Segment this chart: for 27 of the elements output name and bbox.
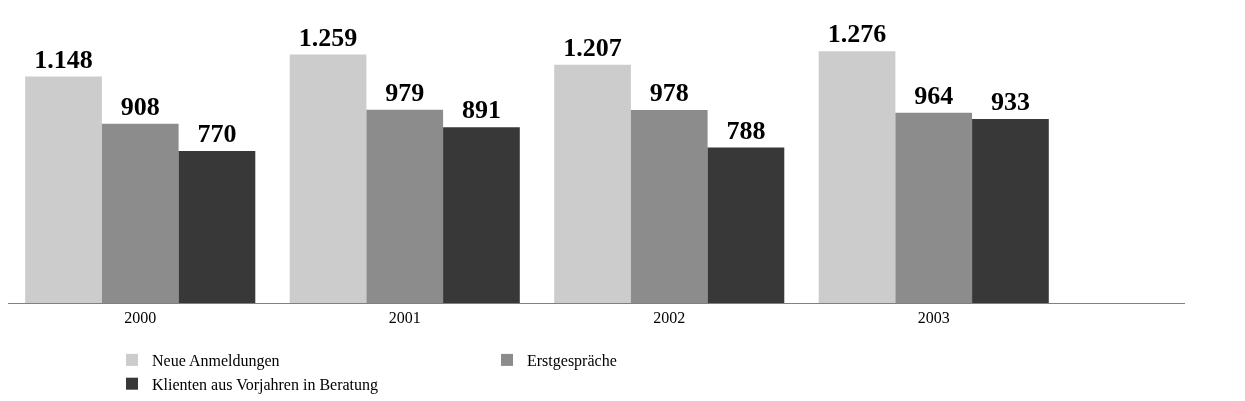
- x-tick-label: 2003: [917, 309, 950, 327]
- data-label: 891: [461, 95, 501, 125]
- bar: [25, 76, 102, 303]
- data-label: 979: [385, 77, 425, 107]
- data-label: 770: [197, 119, 237, 149]
- bar: [818, 51, 896, 303]
- data-label: 908: [120, 91, 160, 121]
- bar: [554, 64, 631, 303]
- bar: [443, 127, 520, 303]
- data-label: 1.276: [827, 19, 887, 49]
- bar: [289, 54, 367, 303]
- bar: [972, 118, 1049, 303]
- data-label: 964: [914, 80, 954, 110]
- data-label: 933: [990, 86, 1030, 116]
- data-label: 788: [726, 115, 766, 145]
- x-tick-label: 2002: [653, 309, 686, 327]
- data-label: 1.259: [298, 22, 358, 52]
- bar: [707, 147, 785, 303]
- data-label: 978: [649, 78, 689, 108]
- legend-label: Neue Anmeldungen: [152, 352, 280, 371]
- bar: [178, 151, 256, 303]
- data-label: 1.148: [34, 44, 93, 74]
- x-tick-label: 2000: [124, 309, 157, 327]
- x-tick-label: 2001: [388, 309, 421, 327]
- data-label: 1.207: [563, 32, 622, 62]
- legend-label: Klienten aus Vorjahren in Beratung: [152, 375, 379, 394]
- legend-label: Erstgespräche: [527, 352, 617, 371]
